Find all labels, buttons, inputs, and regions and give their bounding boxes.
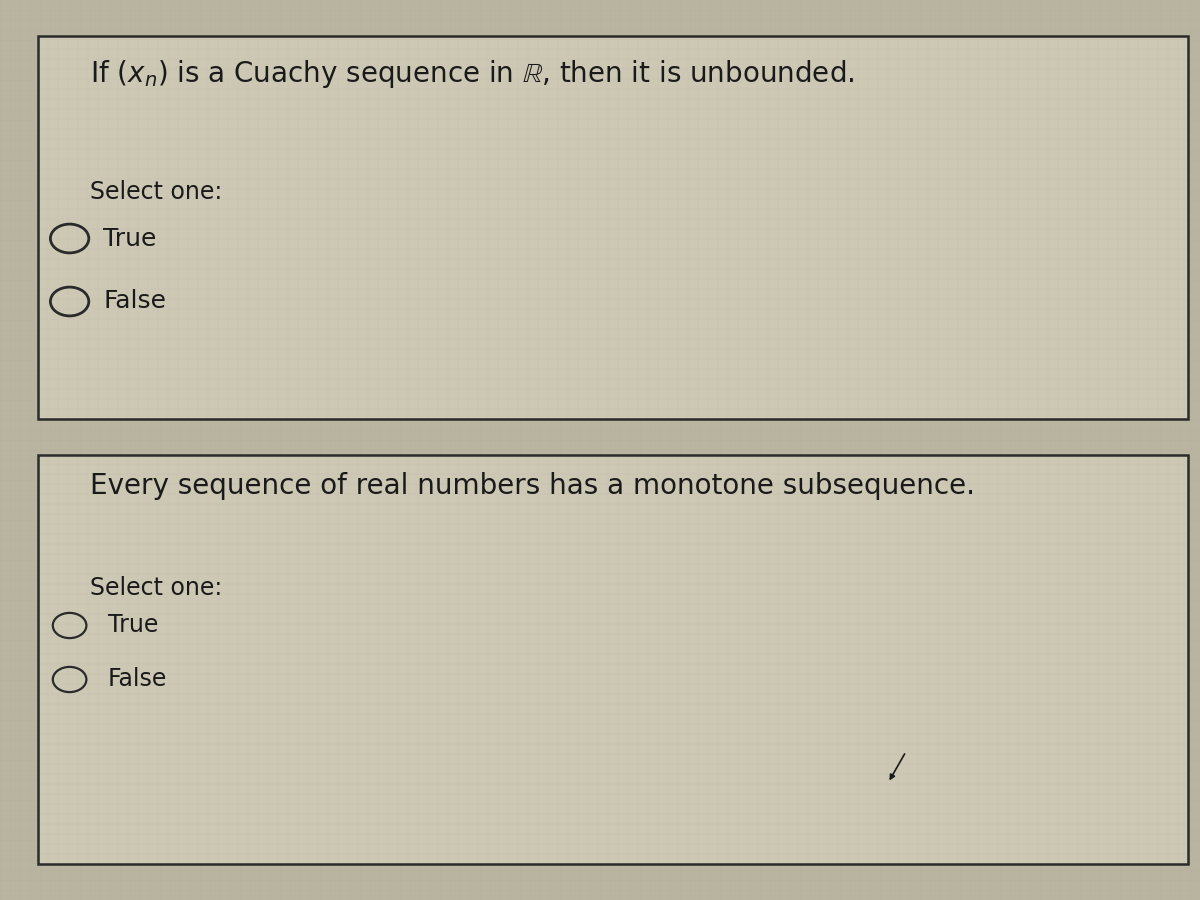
Text: False: False — [103, 290, 166, 313]
Text: Select one:: Select one: — [90, 576, 222, 600]
Text: True: True — [108, 614, 158, 637]
Text: Select one:: Select one: — [90, 180, 222, 204]
FancyBboxPatch shape — [38, 36, 1188, 419]
Text: If $(x_n)$ is a Cuachy sequence in $\mathbb{R}$, then it is unbounded.: If $(x_n)$ is a Cuachy sequence in $\mat… — [90, 58, 854, 91]
FancyBboxPatch shape — [38, 454, 1188, 864]
Text: False: False — [108, 668, 167, 691]
Text: Every sequence of real numbers has a monotone subsequence.: Every sequence of real numbers has a mon… — [90, 472, 974, 500]
Text: True: True — [103, 227, 156, 250]
